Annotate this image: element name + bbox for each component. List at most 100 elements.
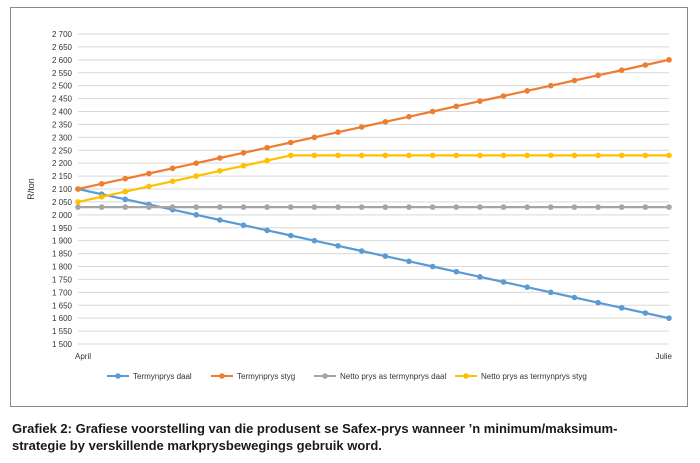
data-point xyxy=(98,193,105,200)
data-point xyxy=(524,284,530,290)
data-point xyxy=(500,93,507,99)
y-tick-label: 1 900 xyxy=(52,237,73,246)
data-point xyxy=(642,310,649,316)
data-point xyxy=(666,152,672,159)
data-point xyxy=(240,204,247,210)
data-point xyxy=(571,152,578,159)
data-point xyxy=(406,258,412,265)
x-tick-label-start: April xyxy=(75,352,91,361)
x-tick-label-end: Julie xyxy=(656,352,673,361)
data-point xyxy=(311,237,318,244)
data-point xyxy=(571,77,578,84)
caption-line-1: Grafiek 2: Grafiese voorstelling van die… xyxy=(12,421,618,436)
legend-swatch-marker xyxy=(463,373,469,379)
y-tick-label: 2 200 xyxy=(52,159,73,168)
data-point xyxy=(595,204,601,210)
data-point xyxy=(146,170,152,177)
data-point xyxy=(217,204,223,210)
y-tick-label: 2 550 xyxy=(52,69,73,78)
legend-swatch-marker xyxy=(115,373,121,379)
y-tick-label: 1 550 xyxy=(52,327,73,336)
y-tick-label: 2 100 xyxy=(52,185,73,194)
data-point xyxy=(524,152,530,159)
data-point xyxy=(477,98,483,104)
data-point xyxy=(524,204,530,210)
y-tick-label: 2 400 xyxy=(52,108,73,117)
y-tick-label: 1 950 xyxy=(52,224,73,233)
data-point xyxy=(311,152,318,159)
series-line-4 xyxy=(77,154,669,203)
y-tick-label: 2 500 xyxy=(52,82,73,91)
legend-swatch-marker xyxy=(322,373,328,379)
data-point xyxy=(217,217,223,223)
data-point xyxy=(122,204,129,210)
data-point xyxy=(122,175,129,182)
data-point xyxy=(429,263,436,270)
data-point xyxy=(453,152,460,159)
y-tick-label: 1 600 xyxy=(52,314,73,323)
data-point xyxy=(429,152,436,159)
data-point xyxy=(358,204,365,210)
data-point xyxy=(264,204,270,210)
y-tick-label: 1 650 xyxy=(52,301,73,310)
data-point xyxy=(595,152,601,159)
data-point xyxy=(287,139,294,146)
data-point xyxy=(193,173,199,179)
data-point xyxy=(382,253,389,259)
data-point xyxy=(193,212,199,218)
y-tick-label: 1 700 xyxy=(52,288,73,297)
data-point xyxy=(500,279,507,285)
data-point xyxy=(169,178,176,185)
data-point xyxy=(217,168,223,174)
y-tick-label: 1 500 xyxy=(52,340,73,349)
data-point xyxy=(311,134,318,141)
data-point xyxy=(453,204,460,210)
data-point xyxy=(382,152,389,159)
data-point xyxy=(500,152,507,159)
y-tick-label: 2 350 xyxy=(52,120,73,129)
data-point xyxy=(335,204,341,210)
data-point xyxy=(548,152,554,159)
data-point xyxy=(75,199,81,205)
data-point xyxy=(75,186,81,192)
data-point xyxy=(548,289,554,296)
data-point xyxy=(571,204,578,210)
data-point xyxy=(358,124,365,130)
data-point xyxy=(98,181,105,187)
y-tick-label: 2 250 xyxy=(52,146,73,155)
data-point xyxy=(642,204,649,210)
data-point xyxy=(335,129,341,135)
data-point xyxy=(335,243,341,249)
data-point xyxy=(382,119,389,125)
data-point xyxy=(193,160,199,166)
legend-swatch-marker xyxy=(219,373,225,379)
y-tick-label: 2 700 xyxy=(52,30,73,39)
data-point xyxy=(406,113,412,120)
y-tick-label: 1 750 xyxy=(52,275,73,284)
data-point xyxy=(453,268,460,275)
data-point xyxy=(429,108,436,115)
data-point xyxy=(666,315,672,321)
data-point xyxy=(548,82,554,89)
line-chart: 1 500 1 550 1 600 1 650 1 700 1 750 1 800 1 850… xyxy=(26,30,673,381)
data-point xyxy=(217,155,223,161)
data-point xyxy=(571,294,578,301)
data-point xyxy=(287,232,294,239)
data-point xyxy=(618,67,625,73)
y-tick-label: 2 150 xyxy=(52,172,73,181)
data-point xyxy=(122,188,129,195)
y-tick-label: 1 850 xyxy=(52,250,73,259)
data-point xyxy=(98,204,105,210)
data-point xyxy=(240,222,247,228)
data-point xyxy=(595,299,601,306)
y-tick-label: 2 600 xyxy=(52,56,73,65)
data-point xyxy=(524,88,530,94)
data-point xyxy=(500,204,507,210)
data-point xyxy=(169,204,176,210)
legend-label: Netto prys as termynprys styg xyxy=(481,372,587,381)
legend-label: Netto prys as termynprys daal xyxy=(340,372,446,381)
data-point xyxy=(382,204,389,210)
figure-caption: Grafiek 2: Grafiese voorstelling van die… xyxy=(12,420,692,454)
data-point xyxy=(548,204,554,210)
data-point xyxy=(642,152,649,159)
